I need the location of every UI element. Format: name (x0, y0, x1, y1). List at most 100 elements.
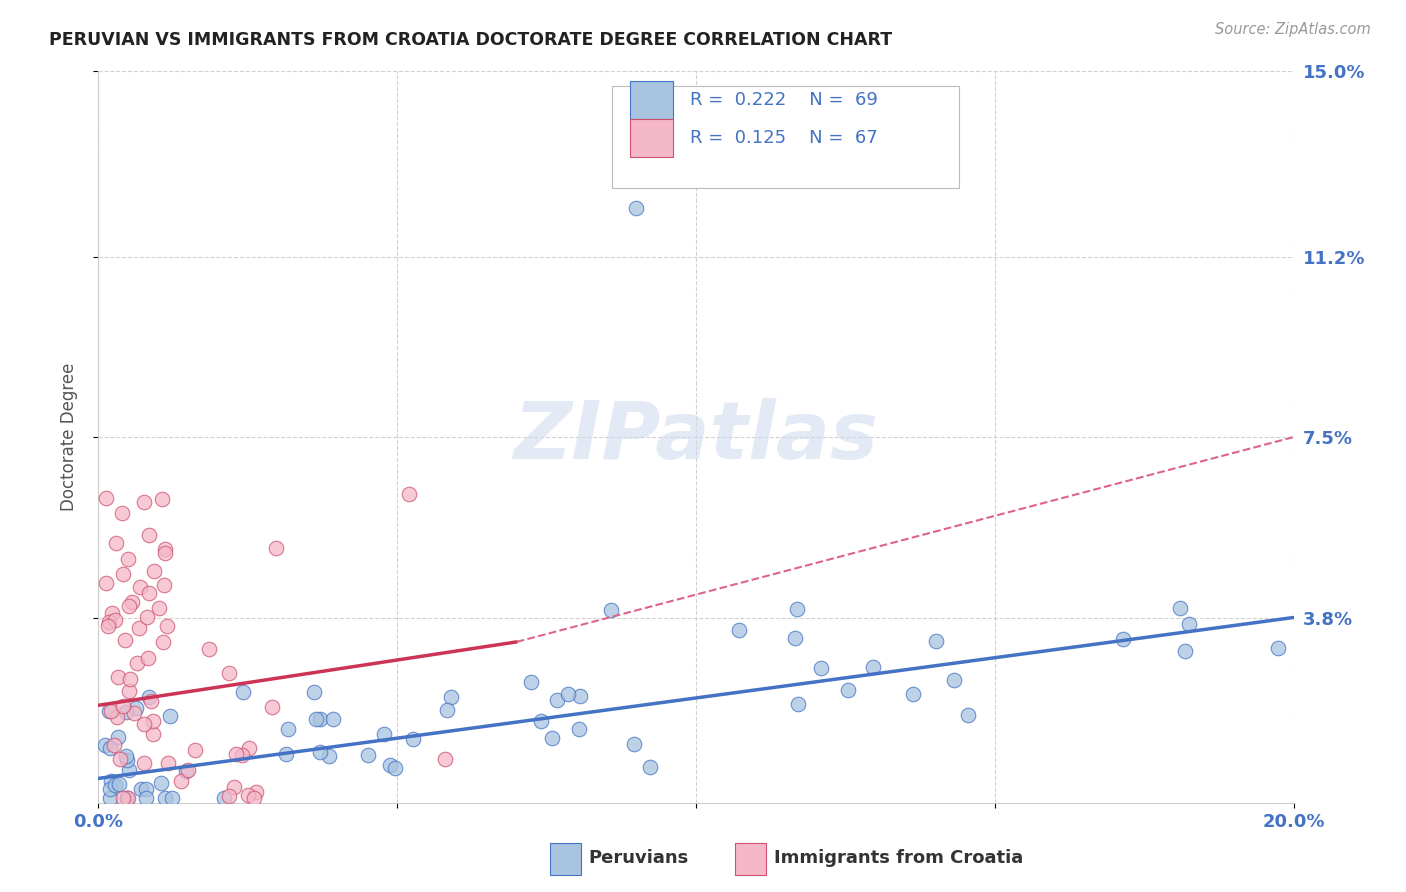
Point (157, 756, 180, 770)
Point (107, 670, 129, 684)
Point (302, 685, 325, 699)
Point (98, 741, 121, 756)
Point (541, 731, 564, 745)
Point (276, 747, 298, 761)
Point (98, 615, 121, 629)
Text: R =  0.222    N =  69: R = 0.222 N = 69 (690, 91, 877, 109)
Point (112, 791, 135, 805)
Point (111, 698, 134, 713)
Text: R =  0.125    N =  67: R = 0.125 N = 67 (690, 129, 877, 147)
Point (98, 782, 121, 797)
Point (94, 739, 117, 753)
FancyBboxPatch shape (630, 81, 673, 119)
Text: PERUVIAN VS IMMIGRANTS FROM CROATIA DOCTORATE DEGREE CORRELATION CHART: PERUVIAN VS IMMIGRANTS FROM CROATIA DOCT… (49, 31, 893, 49)
Point (266, 541, 288, 556)
Y-axis label: Doctorate Degree: Doctorate Degree (59, 363, 77, 511)
Point (107, 730, 129, 744)
Point (108, 752, 131, 766)
Point (104, 613, 127, 627)
Point (901, 687, 924, 701)
Point (148, 601, 170, 615)
Point (153, 542, 176, 557)
Point (150, 776, 173, 790)
Point (128, 621, 150, 635)
Point (117, 763, 139, 777)
Point (135, 791, 157, 805)
Point (104, 779, 127, 793)
Point (142, 714, 165, 729)
Point (373, 727, 395, 741)
Point (568, 722, 591, 736)
Point (136, 650, 159, 665)
Point (384, 761, 406, 775)
FancyBboxPatch shape (613, 86, 959, 188)
Point (1267, 641, 1289, 656)
Point (160, 791, 183, 805)
Point (159, 709, 181, 723)
Point (107, 777, 129, 791)
Point (924, 633, 946, 648)
Point (94, 491, 117, 506)
Point (318, 749, 340, 764)
Text: ZIPatlas: ZIPatlas (513, 398, 879, 476)
Point (569, 690, 592, 704)
Point (100, 791, 122, 805)
Point (103, 738, 125, 752)
Point (101, 606, 124, 620)
Point (308, 745, 330, 759)
Point (127, 656, 149, 670)
Point (862, 660, 884, 674)
Point (118, 672, 141, 686)
FancyBboxPatch shape (550, 843, 581, 875)
Point (1168, 600, 1191, 615)
Point (115, 791, 138, 805)
Point (96, 575, 118, 590)
Point (138, 585, 160, 599)
Point (786, 602, 808, 616)
Point (152, 635, 174, 649)
Point (105, 710, 128, 724)
Point (122, 706, 145, 720)
Point (117, 791, 139, 805)
Point (218, 789, 240, 803)
Point (111, 566, 134, 581)
Point (728, 623, 751, 637)
Point (224, 780, 246, 794)
Point (626, 201, 648, 215)
Point (262, 700, 284, 714)
Point (557, 687, 579, 701)
Point (623, 737, 645, 751)
Point (153, 791, 176, 805)
Point (786, 698, 808, 712)
Point (117, 552, 139, 566)
Point (225, 747, 247, 761)
Point (785, 632, 807, 646)
Point (530, 714, 553, 729)
Point (236, 788, 259, 802)
Point (1174, 644, 1197, 658)
FancyBboxPatch shape (735, 843, 766, 875)
Point (402, 732, 425, 747)
Point (118, 684, 141, 698)
Point (97, 618, 120, 632)
Point (169, 774, 191, 789)
FancyBboxPatch shape (630, 119, 673, 157)
Point (141, 694, 163, 708)
Point (184, 743, 207, 757)
Point (142, 564, 165, 578)
Point (957, 708, 980, 723)
Point (134, 495, 156, 509)
Point (231, 748, 253, 763)
Text: Source: ZipAtlas.com: Source: ZipAtlas.com (1215, 22, 1371, 37)
Point (398, 487, 420, 501)
Point (198, 642, 221, 657)
Point (174, 764, 197, 778)
Point (132, 756, 155, 770)
Point (98, 704, 121, 718)
Point (243, 791, 266, 805)
Text: Peruvians: Peruvians (589, 848, 689, 867)
Point (115, 753, 138, 767)
Point (115, 791, 138, 805)
Point (114, 633, 136, 648)
Point (100, 704, 122, 718)
